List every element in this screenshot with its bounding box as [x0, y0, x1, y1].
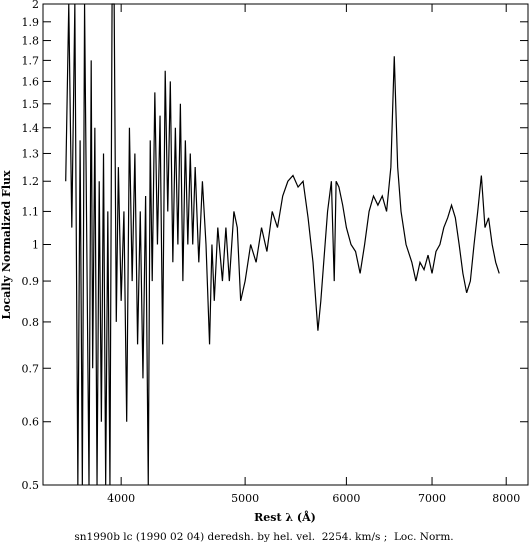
y-tick-label: 1.6 [22, 75, 40, 88]
y-tick-label: 1.9 [22, 16, 40, 29]
y-tick-label: 1.3 [22, 147, 40, 160]
y-tick-label: 1.4 [22, 122, 40, 135]
x-tick-label: 4000 [107, 492, 135, 505]
y-tick-label: 1.8 [22, 35, 40, 48]
y-axis-label: Locally Normalized Flux [0, 170, 13, 320]
y-tick-label: 0.6 [22, 416, 40, 429]
y-tick-label: 1 [32, 239, 39, 252]
x-tick-label: 6000 [332, 492, 360, 505]
x-tick-label: 7000 [418, 492, 446, 505]
x-axis-label: Rest λ (Å) [254, 510, 316, 524]
y-tick-label: 0.5 [22, 479, 40, 492]
chart-title: sn1990b lc (1990 02 04) deredsh. by hel.… [74, 531, 453, 543]
spectrum-line [65, 3, 500, 486]
y-tick-label: 2 [32, 0, 39, 11]
y-tick-label: 0.7 [22, 362, 40, 375]
y-tick-label: 0.8 [22, 316, 40, 329]
x-tick-label: 8000 [492, 492, 520, 505]
y-tick-label: 1.5 [22, 98, 40, 111]
x-tick-label: 5000 [231, 492, 259, 505]
y-tick-label: 1.2 [22, 175, 40, 188]
y-tick-label: 1.7 [22, 54, 40, 67]
y-tick-label: 1.1 [22, 205, 40, 218]
y-tick-label: 0.9 [22, 275, 40, 288]
